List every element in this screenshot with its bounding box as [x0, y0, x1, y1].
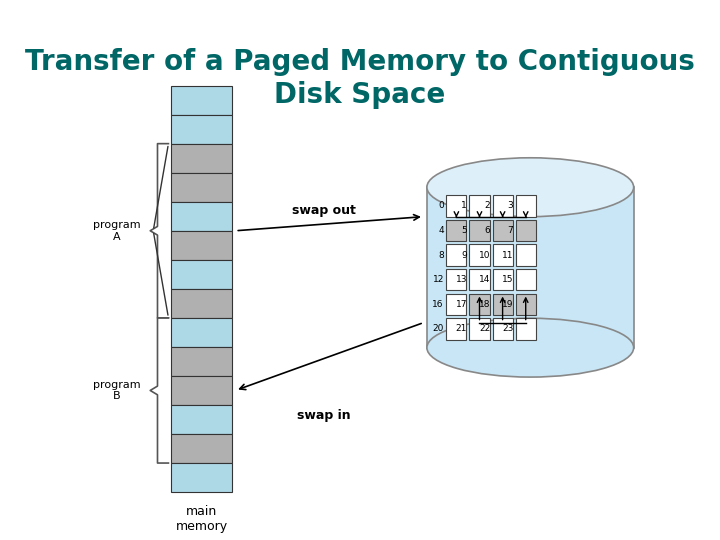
Text: 23: 23 — [502, 325, 513, 333]
Bar — [469, 318, 490, 340]
FancyBboxPatch shape — [171, 347, 233, 376]
Bar — [446, 245, 467, 266]
FancyBboxPatch shape — [171, 434, 233, 463]
Text: 3: 3 — [508, 201, 513, 211]
Bar — [516, 269, 536, 291]
Text: Transfer of a Paged Memory to Contiguous
Disk Space: Transfer of a Paged Memory to Contiguous… — [25, 48, 695, 109]
Text: 16: 16 — [433, 300, 444, 309]
Bar — [446, 220, 467, 241]
Bar — [516, 245, 536, 266]
FancyBboxPatch shape — [171, 231, 233, 260]
Text: 17: 17 — [456, 300, 467, 309]
FancyBboxPatch shape — [171, 260, 233, 289]
Bar — [492, 294, 513, 315]
Bar — [516, 195, 536, 217]
Bar — [446, 318, 467, 340]
Text: 9: 9 — [462, 251, 467, 260]
Text: 2: 2 — [485, 201, 490, 211]
Bar — [492, 269, 513, 291]
FancyBboxPatch shape — [171, 144, 233, 173]
FancyBboxPatch shape — [171, 405, 233, 434]
FancyBboxPatch shape — [171, 289, 233, 318]
Text: 12: 12 — [433, 275, 444, 284]
Bar — [492, 195, 513, 217]
Text: 21: 21 — [456, 325, 467, 333]
Bar — [427, 187, 634, 348]
Text: main
memory: main memory — [176, 505, 228, 534]
FancyBboxPatch shape — [171, 376, 233, 405]
Bar — [446, 195, 467, 217]
Text: 8: 8 — [438, 251, 444, 260]
Ellipse shape — [427, 158, 634, 217]
Text: 5: 5 — [462, 226, 467, 235]
Ellipse shape — [427, 318, 634, 377]
FancyBboxPatch shape — [171, 173, 233, 202]
Text: 20: 20 — [433, 325, 444, 333]
FancyBboxPatch shape — [171, 463, 233, 492]
Text: 1: 1 — [462, 201, 467, 211]
Bar — [492, 220, 513, 241]
Bar — [492, 318, 513, 340]
Text: 13: 13 — [456, 275, 467, 284]
FancyBboxPatch shape — [171, 318, 233, 347]
Text: 15: 15 — [502, 275, 513, 284]
Bar — [469, 294, 490, 315]
Bar — [446, 269, 467, 291]
Bar — [516, 318, 536, 340]
Text: 7: 7 — [508, 226, 513, 235]
Bar — [516, 294, 536, 315]
Text: 6: 6 — [485, 226, 490, 235]
Bar — [469, 220, 490, 241]
Text: 4: 4 — [438, 226, 444, 235]
Text: 11: 11 — [502, 251, 513, 260]
Bar — [469, 269, 490, 291]
Text: program
B: program B — [93, 380, 140, 401]
Text: swap in: swap in — [297, 409, 351, 422]
Text: 22: 22 — [479, 325, 490, 333]
Text: 10: 10 — [479, 251, 490, 260]
Bar — [516, 220, 536, 241]
Bar — [492, 245, 513, 266]
Text: swap out: swap out — [292, 204, 356, 218]
Text: program
A: program A — [93, 220, 140, 241]
Text: 14: 14 — [479, 275, 490, 284]
Text: 18: 18 — [479, 300, 490, 309]
FancyBboxPatch shape — [171, 114, 233, 144]
Bar — [446, 294, 467, 315]
Bar — [469, 245, 490, 266]
FancyBboxPatch shape — [171, 202, 233, 231]
FancyBboxPatch shape — [171, 85, 233, 114]
Bar — [469, 195, 490, 217]
Text: 0: 0 — [438, 201, 444, 211]
Text: 19: 19 — [502, 300, 513, 309]
